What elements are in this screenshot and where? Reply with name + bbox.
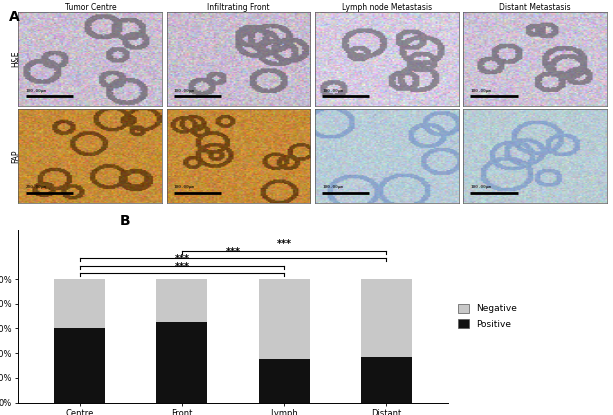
Text: 100.00μm: 100.00μm [173, 88, 195, 93]
Bar [156, 279, 207, 322]
Bar [259, 279, 310, 359]
Text: ***: *** [175, 262, 189, 272]
Text: ***: *** [276, 239, 292, 249]
Legend: Negative, Positive: Negative, Positive [458, 304, 517, 329]
Bar [259, 359, 310, 403]
Title: Distant Metastasis: Distant Metastasis [499, 2, 571, 12]
Title: Tumor Centre: Tumor Centre [64, 2, 116, 12]
Text: A: A [9, 10, 20, 24]
Y-axis label: FAP: FAP [11, 149, 20, 163]
Title: Lymph node Metastasis: Lymph node Metastasis [341, 2, 432, 12]
Y-axis label: H&E: H&E [11, 51, 20, 67]
Text: 100.00μm: 100.00μm [470, 186, 491, 190]
Bar [361, 279, 412, 357]
Text: B: B [120, 214, 130, 228]
Text: 100.00μm: 100.00μm [322, 88, 343, 93]
Title: Infiltrating Front: Infiltrating Front [207, 2, 270, 12]
Text: 100.00μm: 100.00μm [322, 186, 343, 190]
Text: 200.00μm: 200.00μm [26, 186, 47, 190]
Text: 100.00μm: 100.00μm [173, 186, 195, 190]
Bar [54, 329, 105, 403]
Bar [361, 357, 412, 403]
Bar [54, 279, 105, 329]
Text: ***: *** [226, 247, 240, 257]
Text: 100.00μm: 100.00μm [470, 88, 491, 93]
Text: ***: *** [175, 254, 189, 264]
Bar [156, 322, 207, 403]
Text: 100.00μm: 100.00μm [26, 88, 47, 93]
